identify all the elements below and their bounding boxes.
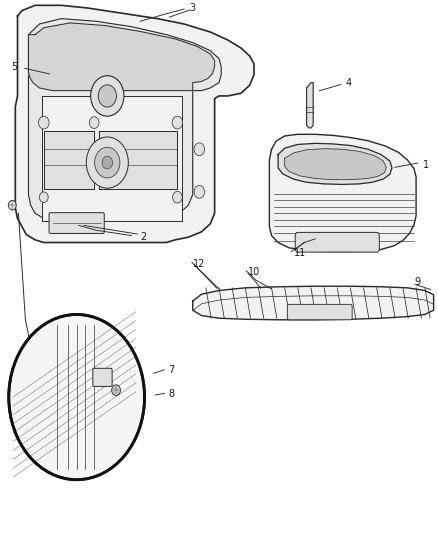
Polygon shape: [15, 5, 254, 243]
Text: 12: 12: [193, 259, 205, 269]
Polygon shape: [269, 134, 416, 252]
Circle shape: [39, 116, 49, 129]
Circle shape: [9, 314, 145, 480]
Text: 9: 9: [414, 278, 420, 287]
Polygon shape: [42, 96, 182, 221]
Circle shape: [86, 137, 128, 188]
Polygon shape: [99, 131, 177, 189]
Circle shape: [91, 76, 124, 116]
Text: 11: 11: [293, 248, 306, 258]
Polygon shape: [44, 131, 94, 189]
Circle shape: [194, 185, 205, 198]
Polygon shape: [278, 143, 392, 184]
Text: 4: 4: [346, 78, 352, 87]
Text: 2: 2: [140, 232, 146, 242]
FancyBboxPatch shape: [295, 232, 379, 252]
Circle shape: [102, 156, 113, 169]
Circle shape: [89, 117, 99, 128]
Polygon shape: [193, 286, 434, 320]
Circle shape: [98, 85, 117, 107]
Text: 5: 5: [11, 62, 18, 71]
Polygon shape: [28, 19, 221, 221]
Polygon shape: [28, 23, 215, 91]
FancyBboxPatch shape: [49, 213, 104, 233]
Text: 3: 3: [190, 3, 196, 13]
FancyBboxPatch shape: [287, 304, 352, 320]
Polygon shape: [307, 83, 313, 128]
Text: 7: 7: [169, 366, 175, 375]
Text: 8: 8: [169, 390, 175, 399]
Polygon shape: [285, 149, 386, 180]
Circle shape: [39, 192, 48, 203]
Circle shape: [112, 385, 120, 395]
Circle shape: [95, 147, 120, 178]
Circle shape: [194, 143, 205, 156]
Text: 10: 10: [247, 267, 260, 277]
Circle shape: [8, 200, 16, 210]
Circle shape: [173, 191, 182, 203]
FancyBboxPatch shape: [93, 368, 112, 386]
Circle shape: [172, 116, 183, 129]
Text: 1: 1: [423, 160, 429, 170]
